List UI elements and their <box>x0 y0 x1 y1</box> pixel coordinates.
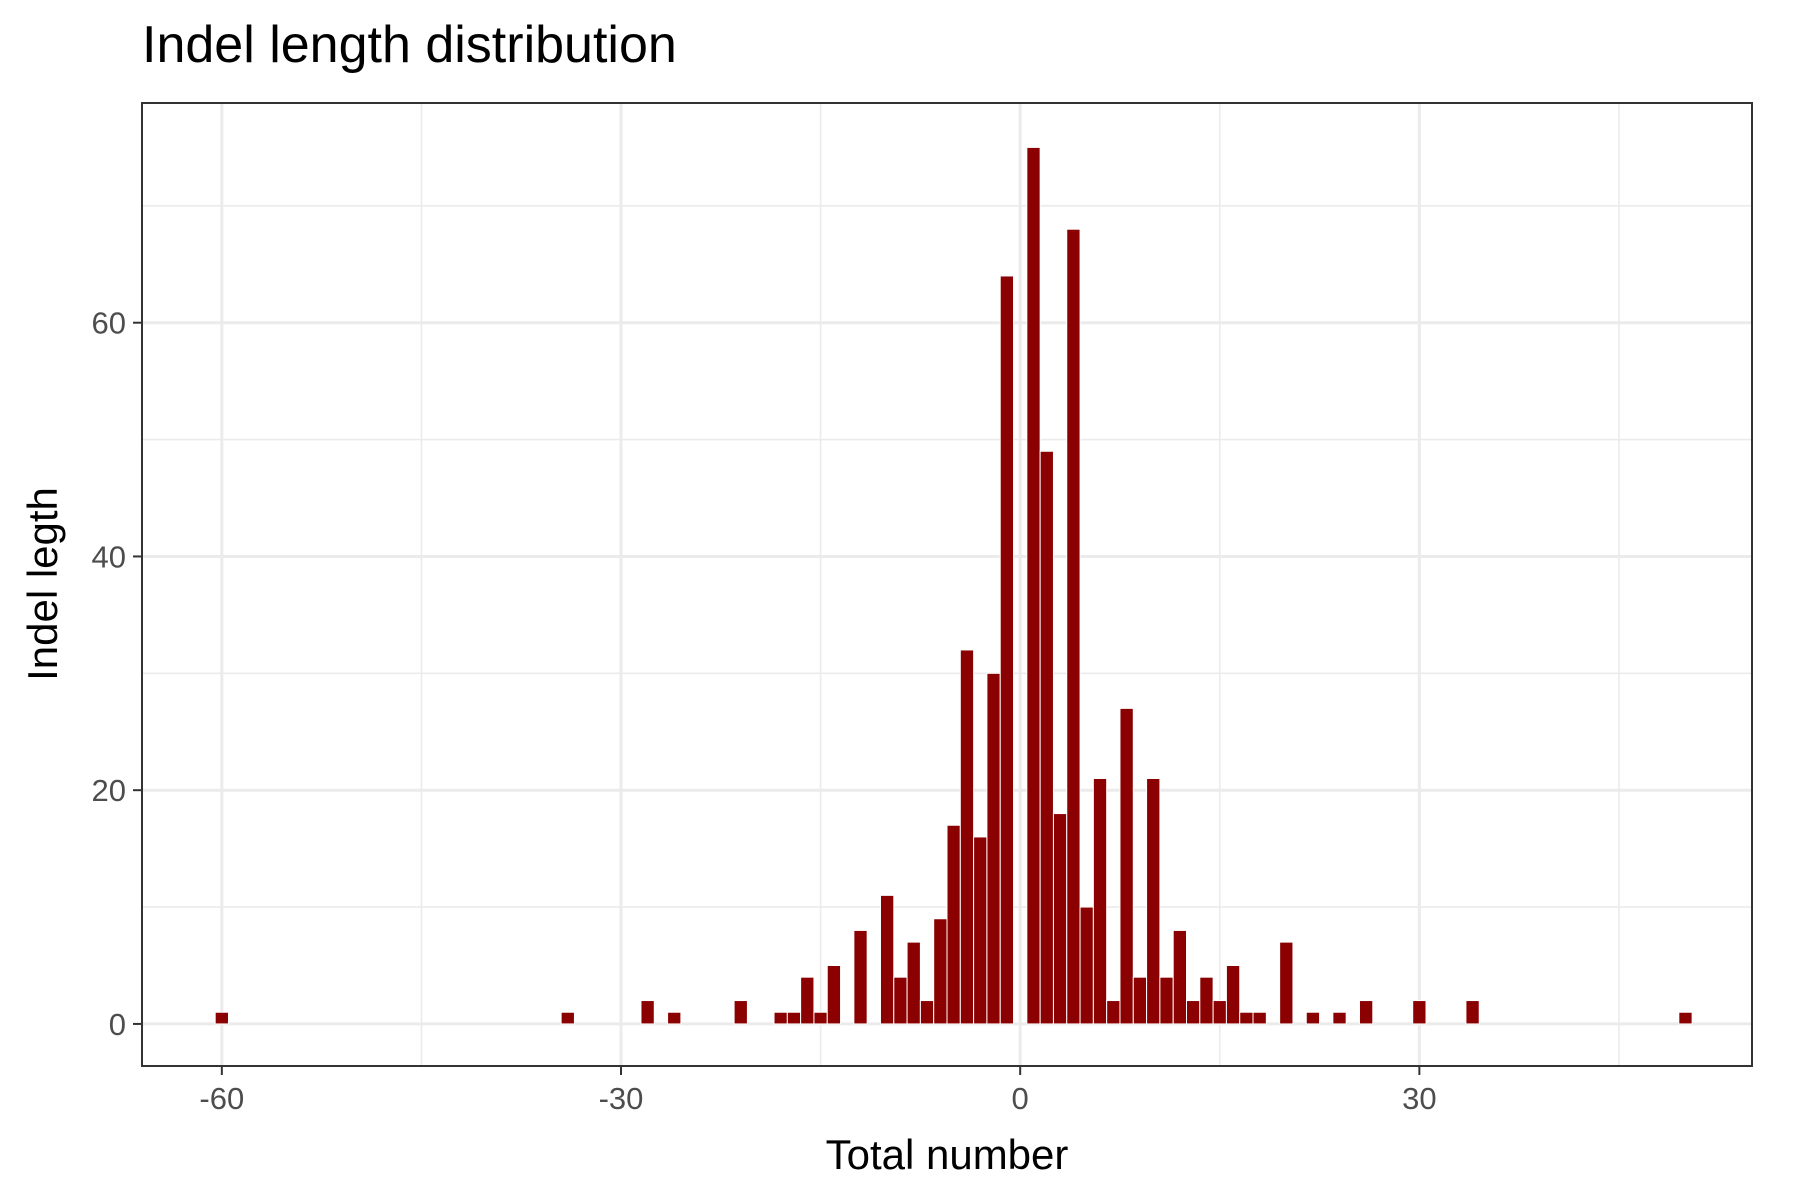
histogram-bar <box>1119 707 1134 1025</box>
histogram-bar <box>640 1000 655 1025</box>
y-tick-label: 40 <box>92 539 126 574</box>
histogram-bar <box>1279 941 1294 1025</box>
histogram-bar <box>1678 1011 1693 1025</box>
histogram-bar <box>973 836 988 1025</box>
panel-border <box>141 102 1753 1067</box>
histogram-bar <box>1199 976 1214 1025</box>
histogram-bar <box>1412 1000 1427 1025</box>
histogram-bar <box>959 649 975 1025</box>
histogram-bar <box>667 1011 682 1025</box>
histogram-bar <box>1225 964 1241 1025</box>
x-tick-label: 30 <box>1402 1081 1436 1116</box>
histogram-bar <box>1039 450 1054 1025</box>
histogram-bar <box>999 275 1015 1025</box>
histogram-bar <box>1332 1011 1347 1025</box>
histogram-bar <box>919 1000 935 1025</box>
histogram-bar <box>826 964 842 1025</box>
histogram-bar <box>1066 228 1081 1025</box>
histogram-bar <box>1305 1011 1321 1025</box>
y-axis-title: Indel legth <box>19 487 66 681</box>
y-tick-label: 0 <box>109 1007 126 1042</box>
histogram-bar <box>1132 976 1148 1025</box>
histogram-bar <box>1106 1000 1121 1025</box>
histogram-bar <box>1252 1011 1267 1025</box>
histogram-bar <box>1092 778 1108 1025</box>
grid-lines <box>142 103 1752 1066</box>
histogram-bar <box>733 1000 748 1025</box>
histogram-bar <box>813 1011 828 1025</box>
histogram-bar <box>933 918 948 1025</box>
histogram-bar <box>853 929 868 1025</box>
histogram-bar <box>986 672 1001 1025</box>
histogram-bar <box>786 1011 802 1025</box>
histogram-bar <box>946 824 961 1025</box>
x-tick-label: -60 <box>199 1081 244 1116</box>
histogram-bar <box>1172 929 1188 1025</box>
x-axis-title: Total number <box>826 1131 1069 1178</box>
histogram-bar <box>1465 1000 1480 1025</box>
histogram-bar <box>893 976 908 1025</box>
histogram-bar <box>1026 146 1041 1025</box>
histogram-bar <box>1146 778 1161 1025</box>
histogram-bar <box>560 1011 575 1025</box>
histogram-bar <box>1052 813 1068 1025</box>
y-tick-label: 20 <box>92 773 126 808</box>
axis-ticks: -60 -30 0 30 0 20 40 60 <box>92 306 1437 1116</box>
histogram-bar <box>1239 1011 1254 1025</box>
y-tick-label: 60 <box>92 306 126 341</box>
x-tick-label: -30 <box>599 1081 644 1116</box>
histogram-bar <box>1159 976 1174 1025</box>
x-tick-label: 0 <box>1012 1081 1029 1116</box>
histogram-bar <box>1079 906 1094 1025</box>
histogram-bar <box>800 976 815 1025</box>
bars <box>214 146 1693 1025</box>
histogram-bar <box>773 1011 788 1025</box>
chart-title: Indel length distribution <box>142 16 677 74</box>
histogram-bar <box>214 1011 229 1025</box>
histogram-bar <box>1186 1000 1201 1025</box>
histogram-bar <box>879 894 895 1025</box>
histogram-bar <box>906 941 921 1025</box>
histogram-bar <box>1212 1000 1227 1025</box>
histogram-bar <box>1358 1000 1374 1025</box>
